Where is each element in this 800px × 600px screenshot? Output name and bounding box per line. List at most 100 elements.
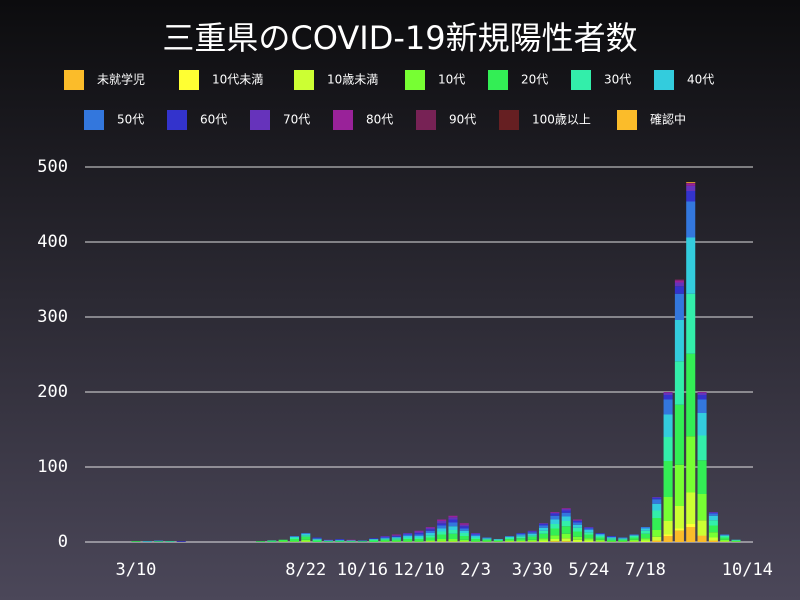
bar-segment (471, 534, 481, 536)
bar-segment (618, 539, 628, 542)
x-tick-label: 12/10 (393, 560, 444, 580)
bar-segment (335, 541, 345, 542)
bar-segment (595, 539, 605, 542)
bar-segment (572, 521, 583, 523)
bar-segment (595, 541, 605, 542)
legend-label: 50代 (117, 113, 144, 127)
bar-segment (267, 540, 277, 542)
bar-segment (697, 460, 707, 494)
bar-segment (720, 539, 730, 542)
bar-segment (516, 533, 526, 536)
bar-segment (142, 541, 152, 542)
bar-segment (403, 533, 413, 535)
bar-segment (561, 521, 571, 527)
bar-segment (505, 539, 515, 541)
bar-segment (505, 536, 515, 537)
bar-segment (425, 541, 435, 542)
bar-segment (301, 533, 311, 534)
bar-segment (663, 461, 673, 497)
bar-segment (391, 541, 401, 542)
bar-segment (154, 541, 164, 542)
bar-segment (414, 539, 424, 542)
bar-segment (301, 536, 311, 540)
bar-segment (471, 533, 481, 534)
bar-segment (674, 506, 684, 529)
bar-segment (459, 528, 469, 531)
bar-segment (640, 528, 650, 531)
bar-segment (606, 536, 617, 538)
bar-segment (595, 534, 605, 536)
bar-segment (482, 539, 492, 542)
bar-segment (448, 522, 458, 527)
legend-label: 40代 (687, 73, 714, 87)
bar-segment (527, 541, 537, 542)
bar-segment (539, 525, 549, 528)
bar-segment (448, 517, 458, 520)
bar-segment (561, 526, 571, 534)
bar-segment (708, 532, 718, 538)
legend-swatch (179, 70, 199, 90)
bar-segment (380, 536, 390, 538)
bar-segment (516, 538, 526, 541)
bar-segment (176, 541, 186, 542)
bar-segment (391, 536, 401, 538)
bar-segment (652, 497, 662, 500)
bar-segment (663, 536, 673, 542)
bar-segment (335, 540, 345, 542)
legend-label: 未就学児 (97, 72, 145, 87)
bar-segment (289, 539, 299, 542)
bar-segment (561, 516, 571, 521)
bar-segment (686, 201, 696, 238)
x-tick-label: 3/30 (512, 560, 553, 580)
bar-segment (686, 182, 696, 184)
x-tick-label: 3/10 (115, 560, 156, 580)
bar-segment (437, 523, 447, 526)
bar-segment (301, 533, 311, 536)
bar-segment (686, 183, 696, 186)
bar-segment (448, 519, 458, 523)
bar-segment (437, 519, 447, 521)
bar-segment (731, 539, 741, 541)
bar-segment (437, 531, 447, 535)
bar-segment (618, 538, 628, 539)
bar-segment (471, 537, 481, 539)
bar-segment (629, 537, 639, 540)
legend-swatch (167, 110, 187, 130)
y-tick-label: 400 (37, 232, 68, 252)
bar-segment (697, 520, 707, 536)
bar-segment (448, 515, 458, 518)
bar-segment (572, 524, 583, 528)
bar-segment (493, 541, 503, 542)
bar-segment (539, 523, 549, 524)
chart-title: 三重県のCOVID-19新規陽性者数 (162, 19, 637, 57)
bar-segment (369, 540, 379, 542)
legend-label: 60代 (200, 113, 227, 127)
bar-segment (369, 539, 379, 540)
bar-segment (516, 536, 526, 539)
bar-segment (652, 518, 662, 530)
legend-swatch (654, 70, 674, 90)
bar-segment (731, 541, 741, 542)
bar-segment (437, 521, 447, 524)
bar-segment (289, 536, 299, 538)
bar-segment (708, 525, 718, 533)
bar-segment (686, 353, 696, 437)
bar-segment (708, 515, 718, 521)
bar-segment (550, 541, 560, 542)
bar-segment (595, 537, 605, 540)
bar-segment (131, 541, 141, 542)
bar-segment (335, 539, 345, 540)
bar-segment (584, 527, 594, 529)
bar-segment (561, 541, 571, 542)
legend-label: 確認中 (650, 112, 686, 127)
bar-segment (572, 531, 583, 537)
bar-segment (652, 499, 662, 504)
bar-segment (527, 531, 537, 533)
legend-swatch (294, 70, 314, 90)
x-tick-label: 10/16 (337, 560, 388, 580)
bar-segment (391, 534, 401, 536)
bar-segment (437, 539, 447, 542)
bar-segment (301, 541, 311, 542)
bar-segment (663, 392, 673, 393)
bar-segment (403, 534, 413, 536)
